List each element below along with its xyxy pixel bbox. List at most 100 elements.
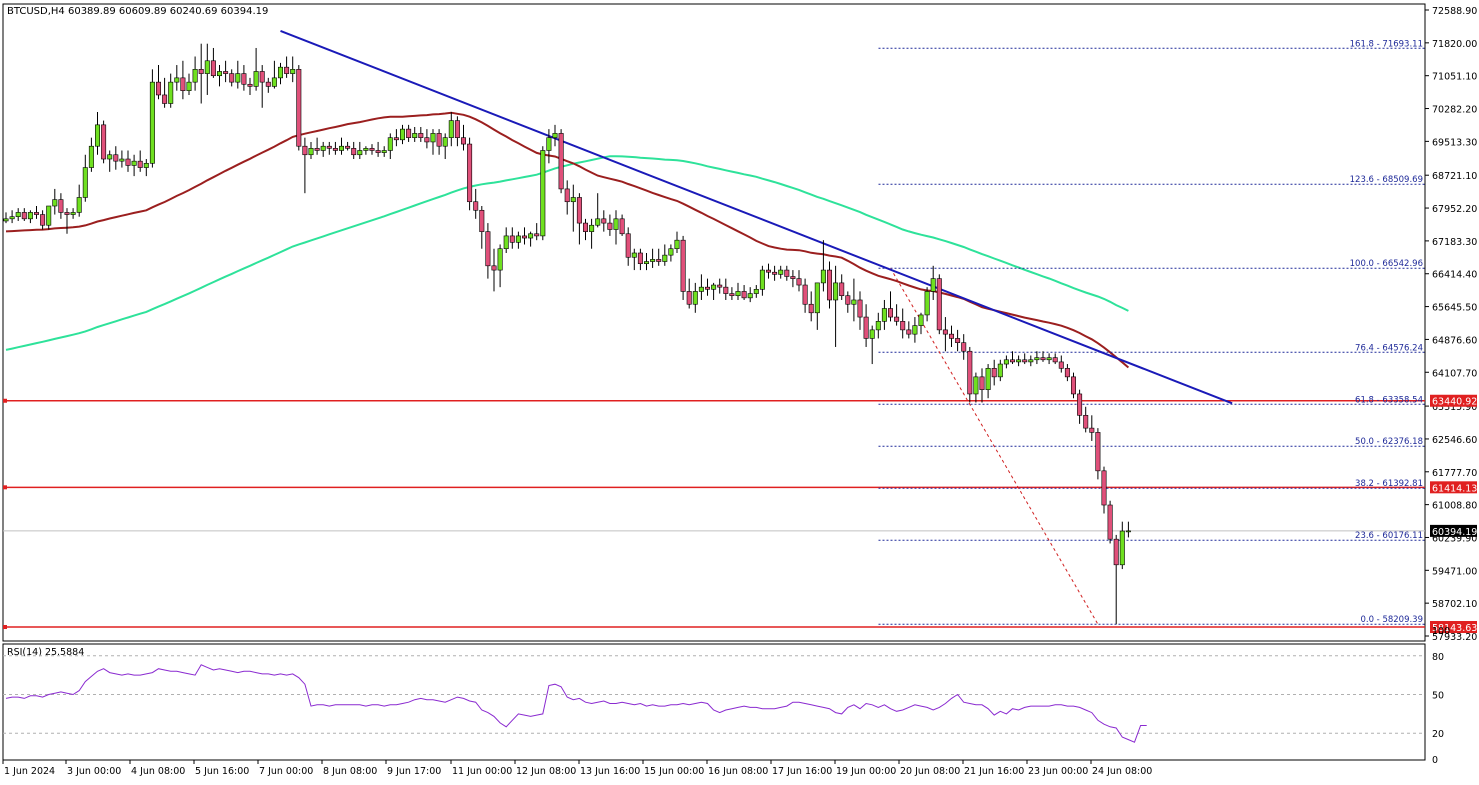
candle-bullish <box>759 269 765 290</box>
candle-bullish <box>711 284 717 290</box>
symbol-header: BTCUSD,H4 60389.89 60609.89 60240.69 603… <box>7 6 268 17</box>
candle-bullish <box>88 145 94 168</box>
fib-level-label: 76.4 - 64576.24 <box>1355 343 1423 353</box>
candle-bullish <box>320 145 326 151</box>
candle-bullish <box>27 212 33 220</box>
candle-bearish <box>991 368 997 378</box>
candle-bearish <box>576 197 582 224</box>
candle-bullish <box>753 289 759 294</box>
candle-bearish <box>704 286 710 290</box>
price-label-text: 60394.19 <box>1432 527 1477 538</box>
candle-bullish <box>869 329 875 339</box>
time-axis-label: 17 Jun 16:00 <box>772 766 832 777</box>
price-tick-label: 71820.00 <box>1432 39 1477 50</box>
candle-bearish <box>863 316 869 339</box>
price-tick-label: 61777.70 <box>1432 468 1477 479</box>
fib-level-label: 38.2 - 61392.81 <box>1355 479 1423 489</box>
candle-bearish <box>656 259 662 262</box>
candle-bearish <box>826 269 832 301</box>
candle-bearish <box>229 73 235 83</box>
candle-bullish <box>985 368 991 390</box>
time-axis-label: 8 Jun 08:00 <box>323 766 377 777</box>
fib-level-label: 123.6 - 68509.69 <box>1350 175 1423 185</box>
price-tick-label: 72588.90 <box>1432 6 1477 17</box>
time-axis-label: 9 Jun 17:00 <box>387 766 441 777</box>
candle-bearish <box>393 137 399 141</box>
candle-bullish <box>143 162 149 168</box>
time-axis-label: 5 Jun 16:00 <box>195 766 249 777</box>
candle-bullish <box>290 69 296 74</box>
candle-bullish <box>95 124 101 147</box>
candle-bearish <box>125 158 131 166</box>
candle-bullish <box>204 60 210 74</box>
candle-bearish <box>1052 357 1058 363</box>
candle-bearish <box>790 276 796 279</box>
price-tick-label: 70282.20 <box>1432 105 1477 116</box>
candle-bearish <box>436 133 442 147</box>
price-tick-label: 68721.10 <box>1432 171 1477 182</box>
candle-bearish <box>729 293 735 297</box>
candle-bullish <box>308 148 314 156</box>
candle-bullish <box>1125 530 1131 533</box>
candle-bearish <box>1107 504 1113 540</box>
candle-bullish <box>277 66 283 79</box>
candle-bearish <box>460 137 466 145</box>
candle-bearish <box>857 299 863 318</box>
level-anchor-handle <box>3 398 7 403</box>
candle-bearish <box>564 188 570 203</box>
candle-bearish <box>942 329 948 335</box>
candle-bearish <box>198 69 204 74</box>
candle-bearish <box>345 145 351 149</box>
price-tick-label: 69513.30 <box>1432 137 1477 148</box>
candle-bearish <box>406 128 412 138</box>
candle-bearish <box>1083 415 1089 429</box>
candle-bearish <box>156 81 162 96</box>
candle-bearish <box>1071 376 1077 395</box>
fib-level-label: 50.0 - 62376.18 <box>1355 437 1423 447</box>
candle-bullish <box>881 308 887 322</box>
price-tick-label: 61008.80 <box>1432 501 1477 512</box>
candle-bearish <box>900 321 906 331</box>
candle-bullish <box>15 212 21 217</box>
candle-bullish <box>613 218 619 230</box>
candle-bearish <box>637 252 643 264</box>
fib-level-label: 0.0 - 58209.39 <box>1360 615 1423 625</box>
candle-bullish <box>833 282 839 301</box>
candle-bullish <box>1028 359 1034 363</box>
candle-bearish <box>1064 368 1070 378</box>
candle-bearish <box>961 342 967 352</box>
candle-bearish <box>64 212 70 215</box>
price-label-text: 63440.92 <box>1432 397 1477 408</box>
candle-bullish <box>668 248 674 256</box>
candle-bullish <box>650 259 656 262</box>
candle-bullish <box>412 133 418 138</box>
candle-bullish <box>253 71 259 87</box>
candle-bearish <box>686 291 692 305</box>
candle-bullish <box>674 239 680 250</box>
candle-bullish <box>3 218 9 222</box>
candle-bullish <box>851 299 857 305</box>
candle-bullish <box>918 314 924 326</box>
candle-bearish <box>906 329 912 335</box>
candle-bearish <box>1101 470 1107 506</box>
candle-bearish <box>967 350 973 395</box>
candle-bearish <box>369 148 375 151</box>
candle-bearish <box>162 94 168 104</box>
candle-bullish <box>747 293 753 299</box>
fib-level-label: 23.6 - 60176.11 <box>1355 531 1423 541</box>
candle-bullish <box>186 81 192 91</box>
price-tick-label: 62546.60 <box>1432 435 1477 446</box>
candle-bearish <box>887 308 893 318</box>
candle-bearish <box>302 145 308 156</box>
candle-bullish <box>924 291 930 316</box>
fib-swing-line <box>890 267 1099 625</box>
candle-bearish <box>509 235 515 243</box>
rsi-tick-label: 50 <box>1432 691 1444 702</box>
candle-bearish <box>137 160 143 168</box>
candle-bearish <box>1113 538 1119 566</box>
candle-bearish <box>351 148 357 156</box>
time-axis-label: 12 Jun 08:00 <box>516 766 576 777</box>
candle-bearish <box>619 218 625 235</box>
rsi-line <box>5 664 1147 743</box>
